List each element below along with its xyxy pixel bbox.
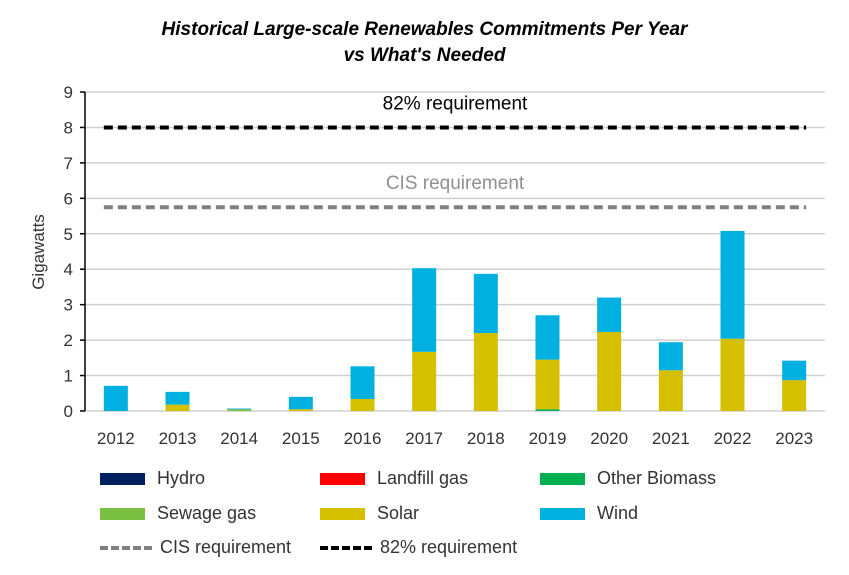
y-tick-label: 1 bbox=[64, 367, 73, 386]
legend-marker bbox=[540, 472, 585, 485]
x-tick-label: 2013 bbox=[159, 429, 197, 448]
x-tick-label: 2012 bbox=[97, 429, 135, 448]
chart-subtitle: vs What's Needed bbox=[343, 45, 506, 66]
legend-label: Wind bbox=[597, 503, 639, 523]
plot-area: Gigawatts 0 1 2 3 4 5 6 7 8 9 2012 2013 2014 2015 2016… bbox=[29, 83, 825, 448]
y-tick-label: 9 bbox=[64, 83, 73, 102]
legend-item: Hydro bbox=[100, 468, 205, 489]
bar-solar bbox=[412, 351, 437, 411]
bar-solar bbox=[350, 398, 375, 411]
legend-item: Landfill gas bbox=[320, 468, 468, 489]
x-tick-label: 2014 bbox=[220, 429, 258, 448]
bar-solar bbox=[720, 338, 745, 411]
legend-item: Other Biomass bbox=[540, 468, 716, 489]
legend-item: Wind bbox=[540, 503, 638, 524]
x-tick-label: 2017 bbox=[405, 429, 443, 448]
legend-item: 82% requirement bbox=[320, 537, 517, 558]
bar-solar bbox=[597, 331, 622, 411]
y-tick-label: 5 bbox=[64, 225, 73, 244]
bar-solar bbox=[535, 359, 560, 410]
legend-marker bbox=[100, 472, 145, 485]
bar-wind bbox=[165, 391, 190, 405]
legend-item: CIS requirement bbox=[100, 537, 291, 558]
y-tick-label: 4 bbox=[64, 260, 73, 279]
legend-label: Other Biomass bbox=[597, 468, 717, 488]
bar-wind bbox=[535, 315, 560, 360]
bar-solar bbox=[658, 370, 683, 411]
legend-marker bbox=[320, 507, 365, 520]
legend-label: Sewage gas bbox=[157, 503, 257, 523]
bar-solar bbox=[782, 380, 807, 411]
bar-wind bbox=[658, 342, 683, 371]
x-tick-label: 2015 bbox=[282, 429, 320, 448]
x-tick-label: 2021 bbox=[652, 429, 690, 448]
reference-line-label: 82% requirement bbox=[383, 93, 528, 114]
y-tick-label: 8 bbox=[64, 118, 73, 137]
bar-wind bbox=[350, 366, 375, 399]
y-tick-label: 2 bbox=[64, 331, 73, 350]
bar-solar bbox=[288, 409, 313, 411]
legend-marker bbox=[100, 507, 145, 520]
bar-wind bbox=[288, 396, 313, 410]
legend-marker bbox=[320, 545, 372, 550]
legend-label: CIS requirement bbox=[160, 537, 292, 557]
x-tick-label: 2023 bbox=[775, 429, 813, 448]
bar-wind bbox=[597, 297, 622, 332]
bar-wind bbox=[412, 268, 437, 352]
legend-marker bbox=[320, 472, 365, 485]
bar-wind bbox=[720, 230, 745, 339]
bar-wind bbox=[473, 273, 498, 334]
bar-solar bbox=[473, 333, 498, 411]
bar-sewage-gas bbox=[227, 409, 252, 411]
x-tick-label: 2022 bbox=[714, 429, 752, 448]
chart-title: Historical Large-scale Renewables Commit… bbox=[161, 19, 688, 40]
y-tick-label: 0 bbox=[64, 402, 73, 421]
x-tick-label: 2020 bbox=[590, 429, 628, 448]
y-tick-label: 6 bbox=[64, 189, 73, 208]
y-tick-label: 7 bbox=[64, 154, 73, 173]
legend-label: Solar bbox=[377, 503, 420, 523]
legend-item: Sewage gas bbox=[100, 503, 256, 524]
bar-solar bbox=[165, 404, 190, 411]
legend-label: Hydro bbox=[157, 468, 206, 488]
legend-item: Solar bbox=[320, 503, 419, 524]
x-tick-label: 2016 bbox=[344, 429, 382, 448]
bar-wind bbox=[103, 385, 128, 411]
bar-other-biomass bbox=[535, 409, 560, 411]
legend-label: Landfill gas bbox=[377, 468, 469, 488]
reference-line-label: CIS requirement bbox=[386, 173, 525, 194]
legend-label: 82% requirement bbox=[380, 537, 518, 557]
x-tick-label: 2019 bbox=[529, 429, 567, 448]
bar-wind bbox=[227, 408, 252, 410]
x-tick-label: 2018 bbox=[467, 429, 505, 448]
legend-marker bbox=[540, 507, 585, 520]
y-axis-label: Gigawatts bbox=[29, 214, 48, 290]
legend-marker bbox=[100, 545, 152, 550]
y-tick-label: 3 bbox=[64, 296, 73, 315]
bar-wind bbox=[782, 360, 807, 381]
